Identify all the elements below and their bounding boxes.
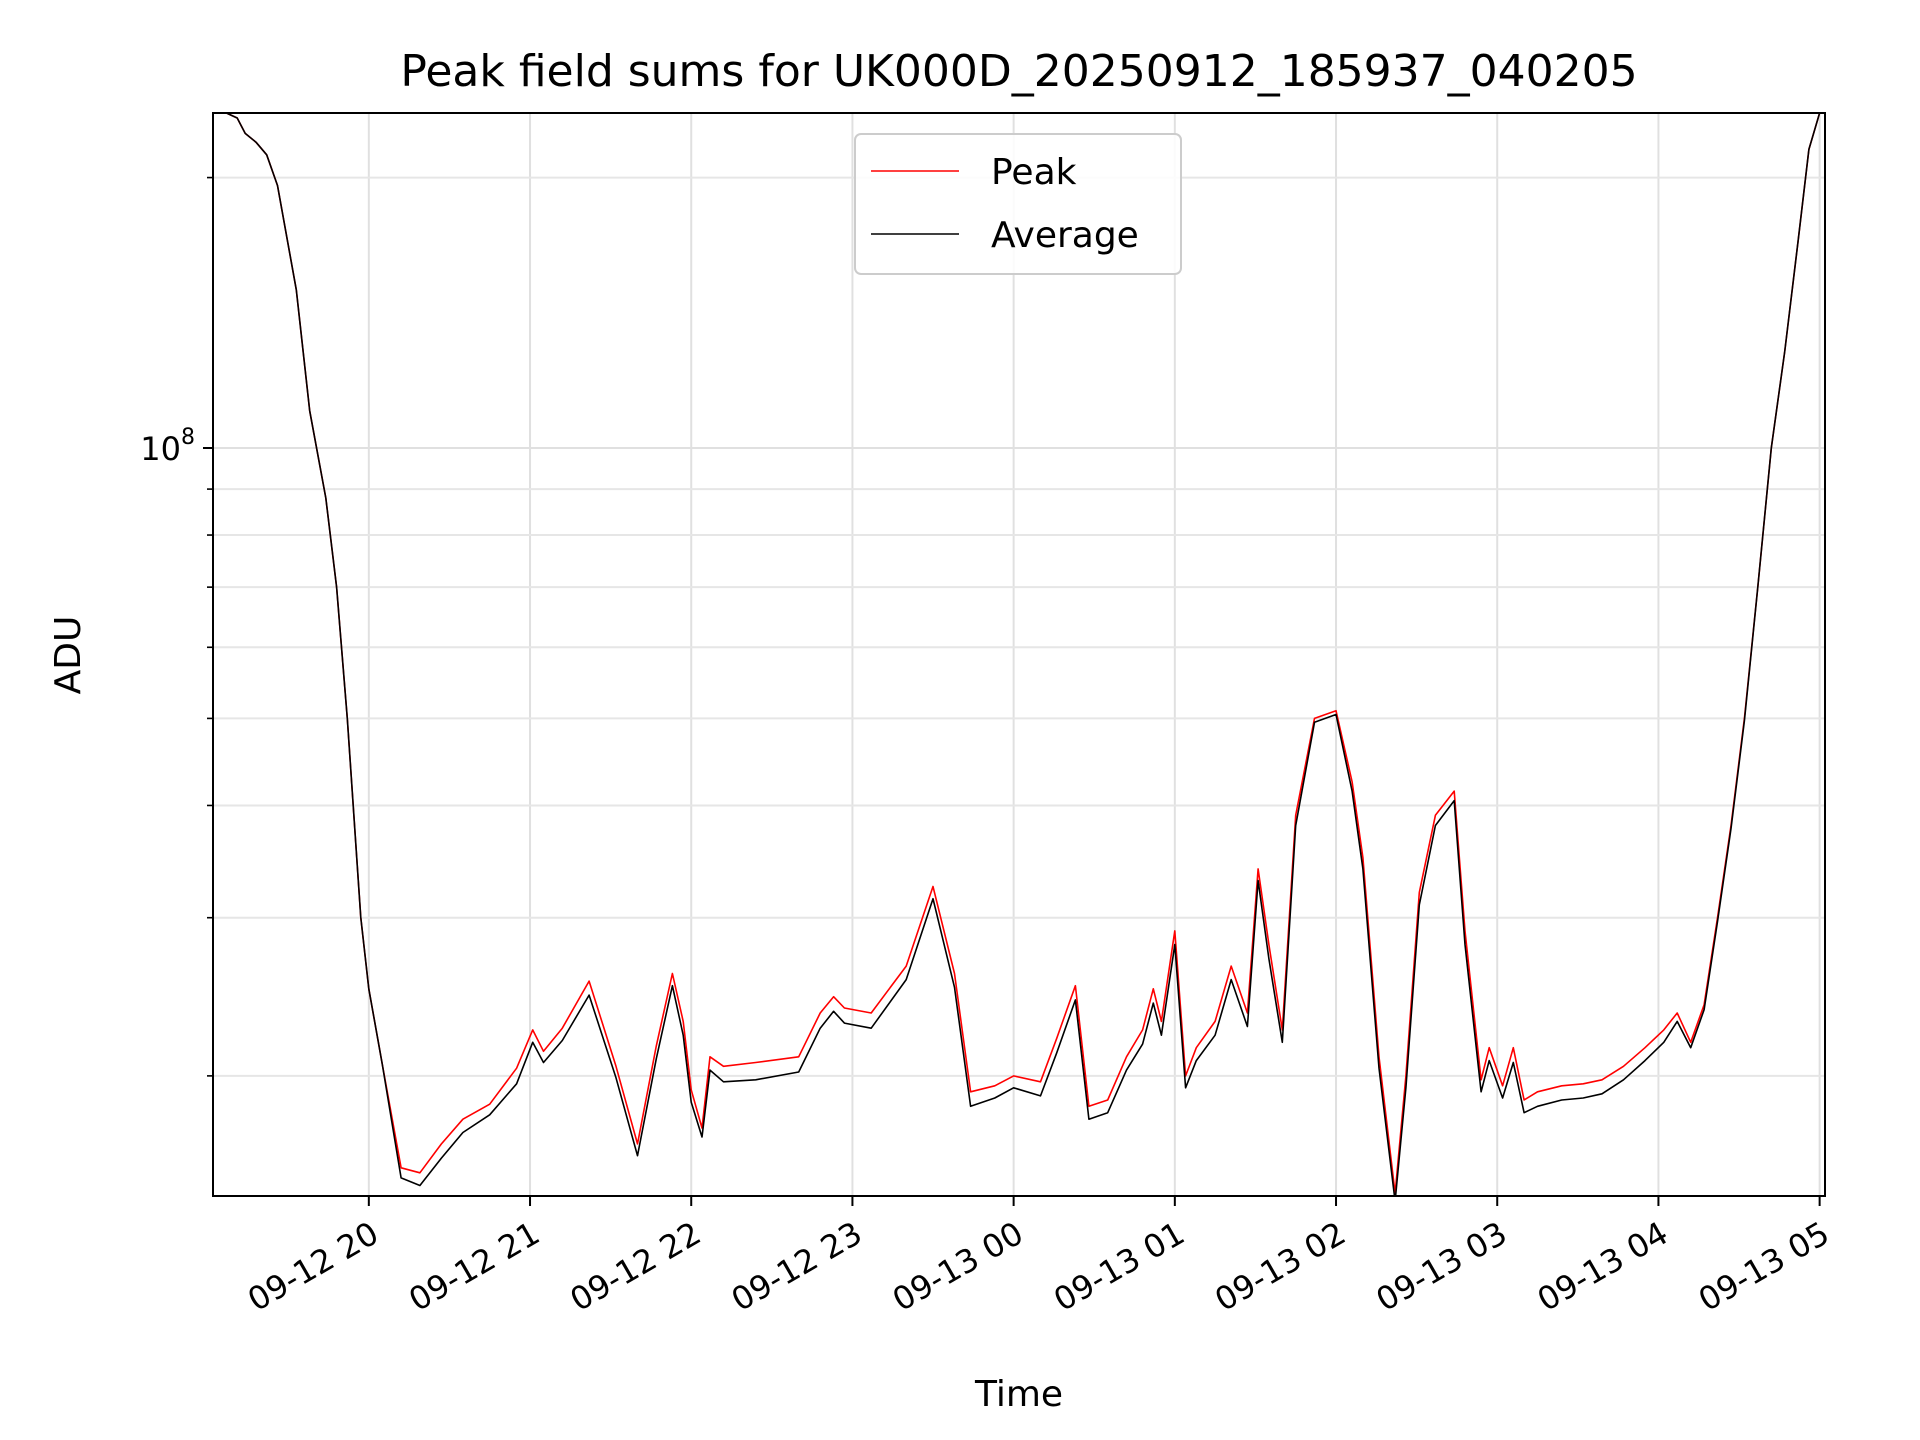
legend-label-peak: Peak [991,152,1077,193]
legend-label-average: Average [991,215,1139,256]
grid [213,113,1825,1196]
legend: Peak Average [854,133,1182,275]
y-axis-label: ADU [48,616,89,695]
peak-series-line [213,113,1821,1195]
x-axis-label: Time [974,1374,1063,1415]
y-axis: 108 [140,176,213,1077]
average-series-line [213,113,1821,1196]
chart-title: Peak field sums for UK000D_20250912_1859… [400,46,1637,97]
plot-frame [212,112,1826,1197]
plot-lines [213,113,1821,1196]
legend-box [854,133,1182,275]
y-tick-label: 108 [140,425,195,468]
